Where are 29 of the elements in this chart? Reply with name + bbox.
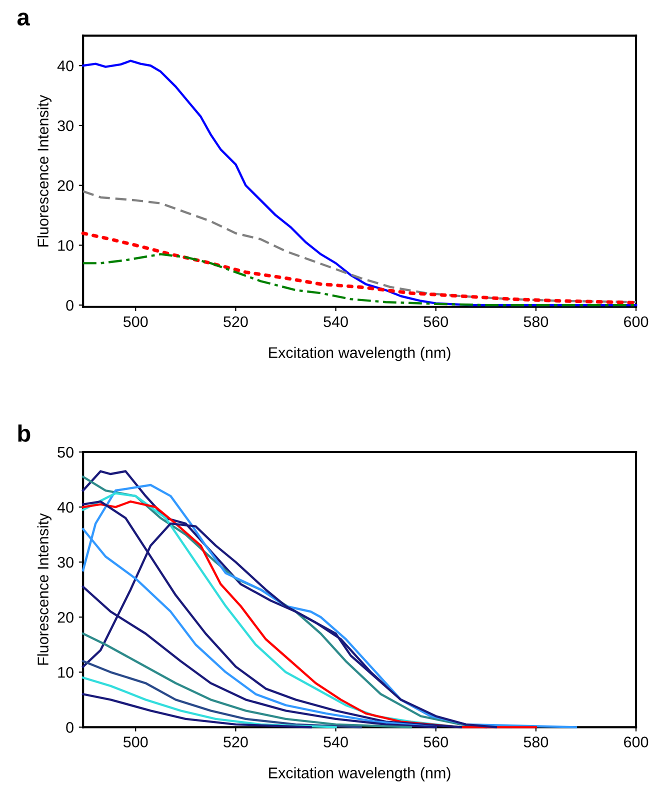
- x-axis-title: Excitation wavelength (nm): [269, 346, 450, 362]
- chart-title: a: [17, 12, 30, 26]
- y-tick-label: 30: [58, 120, 74, 132]
- x-tick-label: 540: [324, 316, 348, 328]
- x-tick-label: 520: [224, 316, 248, 328]
- x-tick-label: 500: [123, 736, 148, 748]
- y-axis-title: Fluorescence Intensity: [37, 513, 52, 665]
- y-tick-label: 40: [57, 502, 74, 513]
- y-tick-label: 30: [58, 556, 74, 568]
- y-axis-title: Fluorescence Intensity: [37, 94, 52, 246]
- y-tick-label: 10: [58, 667, 74, 678]
- x-tick-label: 580: [524, 736, 548, 748]
- x-tick-label: 580: [524, 316, 548, 328]
- y-tick-label: 0: [66, 722, 74, 733]
- x-tick-label: 560: [424, 736, 448, 748]
- y-tick-label: 20: [58, 612, 74, 623]
- y-tick-label: 10: [58, 240, 74, 251]
- y-tick-label: 20: [58, 180, 74, 192]
- y-tick-label: 0: [66, 300, 74, 311]
- x-tick-label: 520: [224, 736, 248, 748]
- x-tick-label: 500: [123, 316, 148, 328]
- x-tick-label: 600: [624, 316, 648, 328]
- chart-title: b: [18, 424, 30, 442]
- x-tick-label: 600: [624, 736, 648, 748]
- x-tick-label: 560: [424, 316, 448, 328]
- y-tick-label: 50: [58, 446, 74, 458]
- x-axis-title: Excitation wavelength (nm): [269, 767, 450, 782]
- y-tick-label: 40: [57, 60, 74, 72]
- x-tick-label: 540: [324, 736, 348, 748]
